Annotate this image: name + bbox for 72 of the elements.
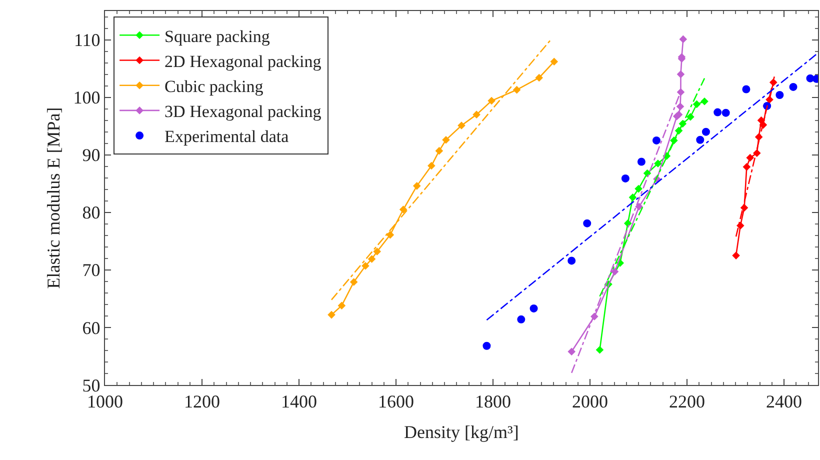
point (596, 346, 604, 354)
point (776, 91, 784, 100)
point (610, 268, 619, 276)
point (350, 278, 358, 286)
point (628, 194, 637, 202)
y-tick-label: 90 (82, 145, 100, 166)
point (512, 86, 521, 94)
point (696, 136, 704, 144)
legend-label: Square packing (164, 26, 270, 46)
point (652, 136, 660, 144)
point (399, 206, 408, 214)
point (692, 100, 701, 108)
point (435, 146, 444, 155)
point (686, 112, 694, 121)
legend-label: 3D Hexagonal packing (164, 102, 322, 122)
point (442, 136, 450, 144)
point (530, 304, 538, 312)
point (722, 108, 730, 117)
y-tick-label: 110 (74, 30, 100, 50)
point (482, 342, 491, 350)
x-tick-label: 1600 (378, 392, 414, 412)
point (568, 256, 576, 265)
legend-label: 2D Hexagonal packing (164, 52, 322, 71)
point (676, 88, 685, 96)
point (736, 222, 744, 230)
point (488, 96, 496, 105)
point (535, 74, 544, 82)
x-axis-title: Density [kg/m³] (404, 422, 519, 442)
y-tick-label: 70 (82, 260, 100, 280)
y-axis-title: Elastic modulus E [MPa] (44, 107, 64, 289)
point (428, 162, 436, 170)
point (362, 262, 370, 270)
point (676, 102, 684, 110)
point (789, 82, 798, 91)
point (517, 315, 526, 324)
point (328, 310, 336, 319)
point (635, 202, 643, 211)
point (742, 85, 750, 94)
x-tick-label: 2000 (572, 392, 608, 412)
point (386, 230, 394, 239)
y-tick-label: 100 (73, 88, 100, 108)
y-tick-label: 80 (82, 202, 100, 223)
x-tick-label: 1200 (184, 392, 220, 412)
point (634, 184, 642, 193)
point (679, 35, 688, 44)
legend-label: Experimental data (164, 127, 290, 146)
point (637, 158, 646, 166)
point (742, 163, 751, 171)
point (550, 58, 558, 66)
point (458, 122, 466, 130)
point (568, 348, 576, 356)
x-tick-label: 2200 (669, 392, 706, 412)
point (583, 219, 592, 228)
y-tick-label: 60 (82, 318, 100, 338)
point (373, 248, 381, 256)
legend-label: Cubic packing (164, 76, 264, 96)
point (472, 110, 480, 118)
point (412, 182, 421, 190)
x-tick-label: 1400 (281, 392, 318, 412)
point (676, 70, 685, 78)
point (654, 160, 662, 168)
point (746, 154, 754, 162)
point (338, 302, 346, 310)
point (621, 174, 630, 182)
point (700, 97, 708, 106)
x-tick-label: 2400 (766, 392, 802, 412)
point (754, 133, 763, 141)
point (714, 108, 722, 116)
point (732, 252, 740, 260)
point (368, 255, 376, 263)
x-tick-label: 1800 (475, 392, 512, 412)
point (702, 128, 710, 136)
